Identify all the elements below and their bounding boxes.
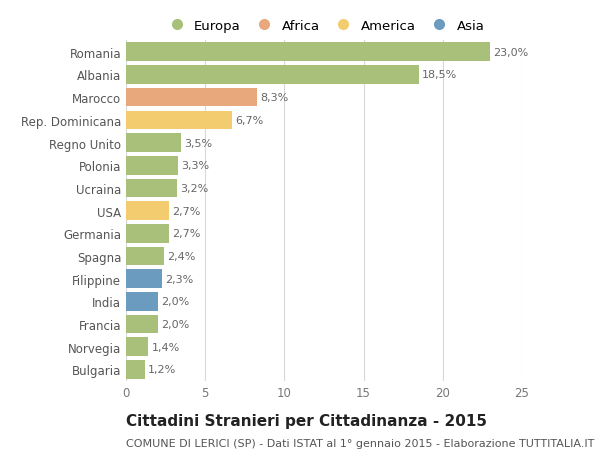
Text: Cittadini Stranieri per Cittadinanza - 2015: Cittadini Stranieri per Cittadinanza - 2… xyxy=(126,413,487,428)
Bar xyxy=(126,111,232,130)
Text: 1,4%: 1,4% xyxy=(151,342,179,352)
Bar xyxy=(126,247,164,266)
Text: 2,0%: 2,0% xyxy=(161,319,189,330)
Bar xyxy=(126,179,176,198)
Text: 2,3%: 2,3% xyxy=(166,274,194,284)
Text: 1,2%: 1,2% xyxy=(148,364,176,375)
Text: 8,3%: 8,3% xyxy=(260,93,289,103)
Bar xyxy=(126,315,158,334)
Text: 3,5%: 3,5% xyxy=(185,138,213,148)
Legend: Europa, Africa, America, Asia: Europa, Africa, America, Asia xyxy=(161,17,487,35)
Text: 2,0%: 2,0% xyxy=(161,297,189,307)
Text: 3,3%: 3,3% xyxy=(181,161,209,171)
Text: 23,0%: 23,0% xyxy=(493,48,529,58)
Bar xyxy=(126,43,490,62)
Text: 6,7%: 6,7% xyxy=(235,116,263,126)
Bar xyxy=(126,89,257,107)
Text: 18,5%: 18,5% xyxy=(422,70,457,80)
Bar xyxy=(126,66,419,84)
Bar xyxy=(126,360,145,379)
Bar xyxy=(126,338,148,356)
Bar xyxy=(126,134,181,152)
Text: 2,4%: 2,4% xyxy=(167,252,196,262)
Bar xyxy=(126,157,178,175)
Text: 3,2%: 3,2% xyxy=(180,184,208,194)
Text: 2,7%: 2,7% xyxy=(172,229,200,239)
Bar xyxy=(126,202,169,220)
Bar xyxy=(126,270,163,288)
Text: 2,7%: 2,7% xyxy=(172,206,200,216)
Text: COMUNE DI LERICI (SP) - Dati ISTAT al 1° gennaio 2015 - Elaborazione TUTTITALIA.: COMUNE DI LERICI (SP) - Dati ISTAT al 1°… xyxy=(126,438,595,448)
Bar xyxy=(126,224,169,243)
Bar xyxy=(126,292,158,311)
